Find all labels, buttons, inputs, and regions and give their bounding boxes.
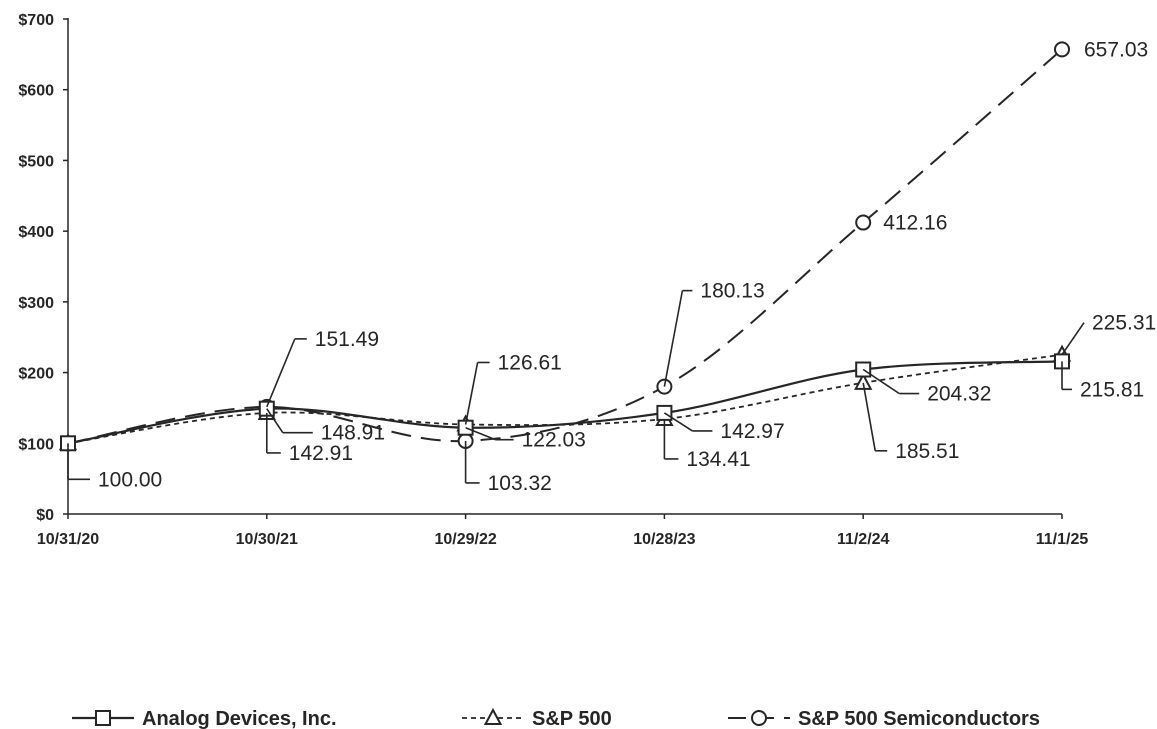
- legend-marker-triangle-icon: [483, 707, 503, 725]
- y-tick-label: $700: [18, 12, 54, 29]
- data-label: 100.00: [98, 468, 162, 491]
- x-tick-label: 10/31/20: [37, 531, 99, 548]
- callout-leader: [266, 408, 284, 434]
- legend-label: S&P 500 Semiconductors: [798, 708, 1040, 729]
- data-label: 215.81: [1080, 378, 1144, 401]
- data-point-circle: [855, 214, 872, 231]
- data-label: 148.91: [321, 422, 385, 445]
- data-label: 142.91: [289, 442, 353, 465]
- legend-marker-circle-icon: [751, 710, 767, 726]
- data-label: 134.41: [686, 448, 750, 471]
- y-tick-label: $0: [36, 507, 54, 524]
- x-tick-label: 10/28/23: [633, 531, 695, 548]
- legend-marker-square-icon: [95, 710, 111, 726]
- data-label: 180.13: [700, 280, 764, 303]
- data-label: 657.03: [1084, 38, 1148, 61]
- callout-leader: [663, 412, 693, 432]
- callout-leader: [862, 368, 900, 395]
- data-label: 126.61: [498, 351, 562, 374]
- callout-leader: [663, 290, 684, 387]
- y-tick-label: $100: [18, 436, 54, 453]
- y-tick-label: $600: [18, 83, 54, 100]
- data-label: 225.31: [1092, 312, 1156, 335]
- legend: Analog Devices, Inc. S&P 500 S&P 500 Semic…: [72, 707, 1040, 729]
- legend-label: Analog Devices, Inc.: [142, 708, 337, 729]
- y-tick-label: $200: [18, 366, 54, 383]
- series-layer: [58, 41, 1072, 452]
- series-line-circle: [67, 48, 1063, 445]
- data-label: 204.32: [927, 383, 991, 406]
- callout-leader: [464, 362, 479, 425]
- legend-label: S&P 500: [532, 708, 612, 729]
- axes: $0 $100 $200 $300 $400 $500 $600 $700 10/31/20 10…: [18, 12, 1088, 548]
- y-tick-label: $400: [18, 224, 54, 241]
- x-tick-label: 11/1/25: [1036, 531, 1089, 548]
- data-label: 412.16: [883, 212, 947, 235]
- callout-leader: [862, 382, 876, 451]
- x-tick-label: 11/2/24: [837, 531, 890, 548]
- data-point-circle: [1054, 41, 1070, 58]
- x-tick-label: 10/29/22: [434, 531, 496, 548]
- data-label: 103.32: [488, 472, 552, 495]
- callout-leader: [465, 426, 496, 441]
- data-label: 122.03: [522, 429, 586, 452]
- data-label: 151.49: [315, 328, 379, 351]
- y-tick-label: $300: [18, 295, 54, 312]
- y-tick-label: $500: [18, 153, 54, 170]
- x-tick-label: 10/30/21: [236, 531, 298, 548]
- callout-leader: [266, 338, 296, 408]
- data-label: 142.97: [720, 420, 784, 443]
- series-line-square: [67, 360, 1063, 445]
- callout-leader: [1061, 322, 1085, 356]
- data-point-triangle: [854, 372, 873, 390]
- data-label: 185.51: [895, 440, 959, 463]
- data-label-callouts: 100.00 148.91 122.03 142.97 204.32 215.81 142.…: [67, 38, 1156, 495]
